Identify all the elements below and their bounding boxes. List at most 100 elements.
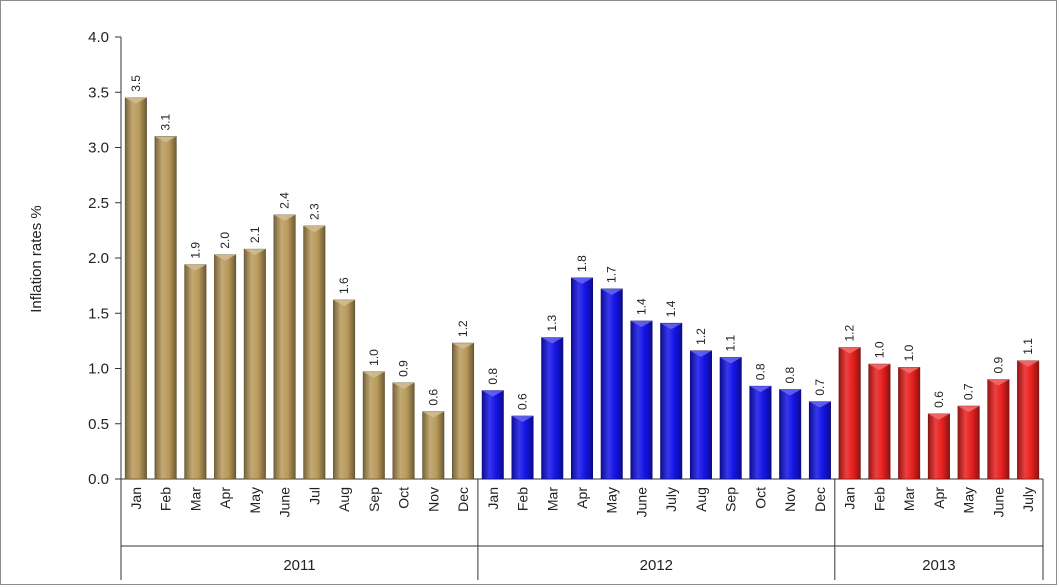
data-label: 2.1 [248, 226, 262, 243]
x-tick-label: Sep [366, 487, 382, 512]
y-tick-label: 1.5 [88, 305, 109, 322]
x-tick-label: June [990, 487, 1006, 518]
y-tick-label: 3.5 [88, 84, 109, 101]
bar-2012-jan [481, 390, 504, 480]
data-label: 1.7 [605, 266, 619, 283]
bar-top-bevel [154, 136, 177, 143]
bar-top-bevel [987, 379, 1010, 386]
data-label: 1.3 [545, 315, 559, 332]
bar-2011-june [273, 214, 296, 480]
x-tick-label: June [633, 487, 649, 518]
y-tick-label: 3.0 [88, 140, 109, 157]
data-label: 2.4 [278, 192, 292, 209]
data-label: 3.5 [129, 75, 143, 92]
bar-2011-sep [362, 371, 385, 480]
data-label: 0.8 [486, 368, 500, 385]
data-label: 1.4 [664, 300, 678, 317]
bar-top-bevel [333, 299, 355, 306]
x-tick-label: May [961, 487, 977, 513]
data-label: 1.1 [724, 334, 738, 351]
bar-2012-oct [749, 385, 772, 480]
x-tick-label: Feb [158, 487, 174, 511]
bar-2013-jan [838, 347, 861, 480]
bar-top-bevel [273, 214, 296, 221]
bar-top-bevel [511, 416, 534, 423]
data-label: 0.6 [516, 393, 530, 410]
data-label: 1.2 [694, 328, 708, 345]
data-label: 0.6 [932, 391, 946, 408]
data-label: 1.6 [337, 277, 351, 294]
x-tick-label: Aug [693, 487, 709, 512]
bar-top-bevel [720, 357, 742, 364]
bar-top-bevel [690, 350, 712, 357]
x-tick-label: May [247, 487, 263, 513]
data-label: 1.0 [872, 341, 886, 358]
x-tick-label: Nov [425, 487, 441, 512]
x-tick-label: Jan [842, 487, 858, 510]
bar-2013-july [1017, 360, 1040, 480]
x-tick-label: Dec [455, 487, 471, 512]
x-tick-label: Apr [217, 487, 233, 509]
bar-2011-feb [154, 136, 177, 480]
bar-2012-july [660, 322, 683, 480]
bar-2012-dec [808, 401, 831, 480]
bar-top-bevel [422, 411, 444, 418]
bar-top-bevel [749, 386, 772, 393]
data-label: 1.0 [902, 344, 916, 361]
data-label: 0.9 [397, 360, 411, 377]
bar-top-bevel [898, 367, 920, 374]
y-tick-label: 0.0 [88, 471, 109, 488]
x-tick-label: Mar [544, 487, 560, 511]
bar-top-bevel [630, 320, 653, 327]
data-label: 1.9 [188, 242, 202, 259]
bars [124, 97, 1040, 480]
bar-top-bevel [482, 390, 504, 397]
bar-2012-feb [511, 415, 534, 480]
bar-top-bevel [957, 406, 980, 413]
bar-top-bevel [244, 249, 266, 256]
y-tick-label: 4.0 [88, 29, 109, 46]
bar-top-bevel [184, 264, 207, 271]
bar-top-bevel [452, 343, 474, 350]
bar-2011-dec [452, 342, 475, 480]
data-label: 1.1 [1021, 338, 1035, 355]
bar-top-bevel [214, 254, 236, 261]
bar-top-bevel [809, 401, 831, 408]
bar-2011-may [243, 248, 266, 480]
bar-2011-jan [124, 97, 147, 480]
x-tick-label: July [1020, 487, 1036, 512]
data-label: 0.6 [426, 389, 440, 406]
bar-2011-apr [214, 254, 237, 480]
bar-top-bevel [928, 413, 950, 420]
data-label: 0.7 [813, 379, 827, 396]
data-label: 1.2 [456, 320, 470, 337]
bar-top-bevel [571, 277, 593, 284]
x-tick-label: Mar [901, 487, 917, 511]
data-label: 0.7 [962, 383, 976, 400]
x-tick-label: Sep [723, 487, 739, 512]
x-tick-label: Oct [396, 487, 412, 509]
y-tick-label: 0.5 [88, 416, 109, 433]
x-tick-label: Aug [336, 487, 352, 512]
bar-2013-may [957, 405, 980, 480]
x-tick-label: Jan [485, 487, 501, 510]
bar-2012-june [630, 320, 653, 480]
bar-2013-mar [898, 367, 921, 480]
data-label: 1.2 [843, 324, 857, 341]
bar-top-bevel [1017, 360, 1039, 367]
bar-top-bevel [125, 97, 147, 104]
y-tick-label: 2.5 [88, 195, 109, 212]
data-label: 2.3 [307, 203, 321, 220]
bar-top-bevel [392, 382, 415, 389]
data-label: 0.8 [753, 363, 767, 380]
data-label: 2.0 [218, 232, 232, 249]
y-tick-label: 1.0 [88, 361, 109, 378]
bar-top-bevel [363, 371, 385, 378]
bar-2011-mar [184, 264, 207, 480]
group-label-2012: 2012 [640, 557, 673, 574]
bar-2011-aug [333, 299, 356, 480]
bar-top-bevel [868, 364, 891, 371]
labels: 3.5 Jan 3.1 Feb 1.9 Mar 2.0 Apr 2.1 May 2.4 June 2.3… [128, 75, 1036, 574]
y-axis-title: Inflation rates % [28, 205, 45, 313]
x-tick-label: Jan [128, 487, 144, 510]
